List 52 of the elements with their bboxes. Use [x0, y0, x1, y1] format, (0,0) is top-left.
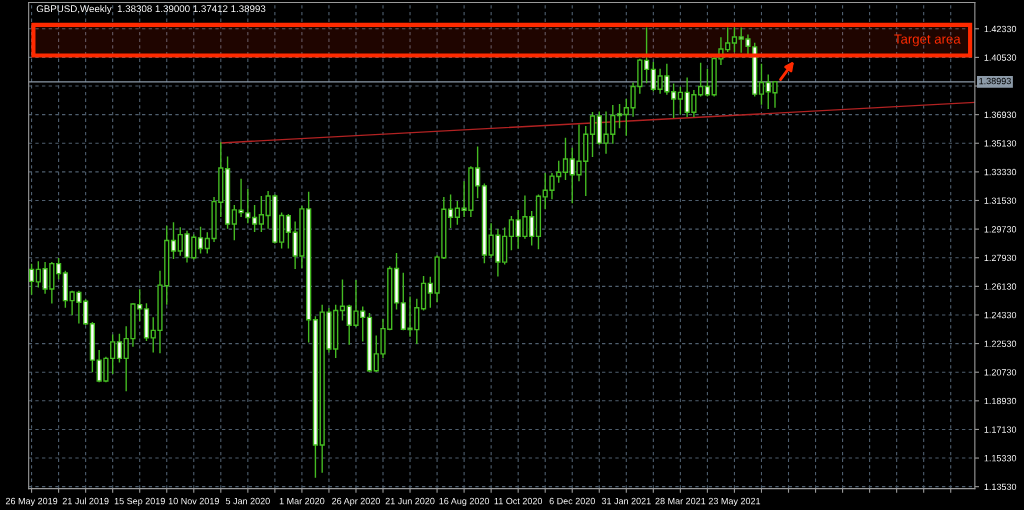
candlestick — [670, 83, 677, 118]
y-tick-label: 1.31530 — [984, 197, 1017, 204]
y-tick-label: 1.13530 — [984, 483, 1017, 491]
y-tick-label: 1.27930 — [984, 254, 1017, 262]
candlestick — [677, 86, 684, 115]
candlestick — [447, 194, 454, 229]
candlestick — [643, 27, 650, 84]
y-tick-label: 1.20730 — [984, 369, 1017, 376]
ref-line-label: 1.38993 — [979, 77, 1011, 85]
x-tick-label: 15 Sep 2019 — [114, 497, 165, 507]
y-tick-label: 1.17130 — [984, 426, 1017, 433]
candlestick — [589, 112, 596, 157]
x-tick-label: 1 Mar 2020 — [279, 497, 325, 505]
x-tick-label: 6 Dec 2020 — [549, 497, 595, 505]
candlestick — [116, 333, 123, 363]
candlestick — [285, 214, 292, 249]
candlestick — [616, 103, 623, 129]
x-tick-label: 16 Aug 2020 — [439, 497, 490, 507]
candlestick — [55, 257, 62, 280]
candlestick — [474, 146, 481, 199]
candlestick — [704, 68, 711, 97]
candlestick — [508, 216, 515, 251]
x-tick-label: 23 May 2021 — [708, 497, 761, 507]
y-tick-label: 1.22530 — [984, 340, 1017, 347]
candlestick — [731, 27, 738, 52]
x-tick-label: 5 Jan 2020 — [225, 497, 270, 505]
y-tick-label: 1.36930 — [984, 111, 1017, 118]
candlestick — [197, 226, 204, 254]
chart-title: GBPUSD,Weekly 1.38308 1.39000 1.37412 1.38993 — [36, 4, 266, 15]
y-tick-label: 1.29730 — [984, 226, 1017, 233]
x-tick-label: 31 Jan 2021 — [601, 497, 651, 505]
y-tick-label: 1.24330 — [984, 311, 1017, 319]
y-tick-label: 1.33330 — [984, 168, 1017, 176]
x-tick-label: 21 Jul 2019 — [62, 497, 109, 505]
y-tick-label: 1.15330 — [984, 455, 1017, 462]
y-tick-label: 1.26130 — [984, 283, 1017, 290]
x-tick-label: 21 Jun 2020 — [385, 497, 435, 505]
x-tick-label: 26 Apr 2020 — [332, 497, 380, 507]
y-tick-label: 1.18930 — [984, 397, 1017, 405]
band-label: Target area — [894, 34, 961, 47]
y-tick-label: 1.35130 — [984, 140, 1017, 147]
candlestick — [28, 263, 35, 295]
candlestick — [170, 222, 177, 260]
candlestick — [758, 63, 765, 105]
y-tick-label: 1.40530 — [984, 54, 1017, 61]
x-tick-label: 10 Nov 2019 — [168, 497, 219, 505]
x-tick-label: 26 May 2019 — [5, 497, 58, 507]
x-tick-label: 11 Oct 2020 — [494, 497, 543, 505]
y-tick-label: 1.42330 — [984, 25, 1017, 33]
x-tick-label: 28 Mar 2021 — [655, 497, 706, 505]
candlestick — [251, 204, 258, 233]
candlestick — [562, 137, 569, 181]
